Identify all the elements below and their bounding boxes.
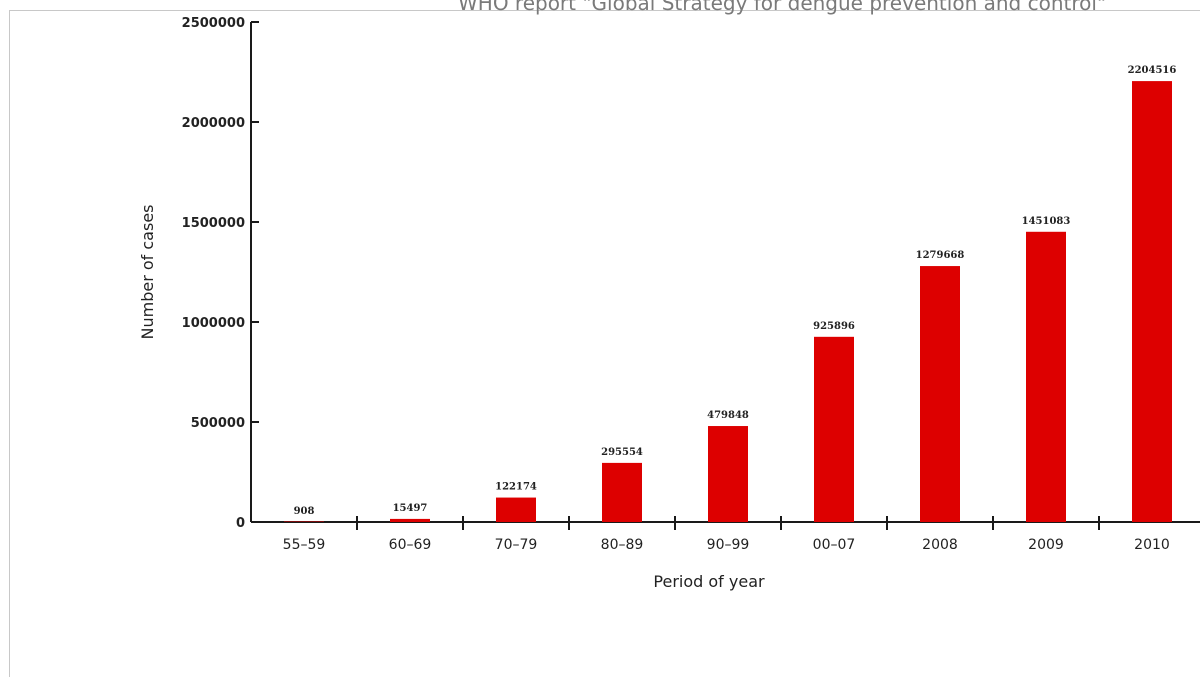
bar	[496, 497, 536, 522]
bar	[1132, 81, 1172, 522]
x-tick-label: 2010	[1134, 537, 1170, 553]
x-tick-label: 2009	[1028, 537, 1064, 553]
y-tick-label: 1500000	[182, 216, 245, 231]
data-labels: 908 15497 122174 295554 479848 925896 1279668 1…	[294, 65, 1177, 517]
x-tick-label: 70–79	[495, 537, 538, 553]
x-tick-label: 00–07	[813, 537, 856, 553]
x-tick-label: 55–59	[283, 537, 326, 553]
bar	[708, 426, 748, 522]
bars	[284, 81, 1172, 523]
bar	[1026, 231, 1066, 523]
figure-caption: WHO report "Global Strategy for dengue p…	[458, 0, 1107, 15]
data-label: 295554	[601, 447, 643, 458]
y-tick-label: 1000000	[182, 316, 245, 331]
data-label: 122174	[495, 482, 537, 493]
x-tick-label: 80–89	[601, 537, 644, 553]
x-tick-label: 60–69	[389, 537, 432, 553]
data-label: 925896	[813, 321, 855, 332]
x-tick-label: 2008	[922, 537, 958, 553]
figure-frame	[9, 10, 1200, 677]
data-label: 15497	[393, 503, 428, 514]
y-tick-label: 2000000	[182, 116, 245, 131]
y-tick-label: 2500000	[182, 16, 245, 31]
data-label: 1451083	[1022, 216, 1071, 227]
bar	[814, 336, 854, 522]
x-axis-title: Period of year	[653, 572, 765, 591]
data-label: 479848	[707, 410, 749, 421]
bar	[284, 521, 324, 522]
bar	[390, 518, 430, 522]
data-label: 908	[294, 506, 315, 517]
y-tick-label: 0	[236, 516, 245, 531]
bar	[602, 462, 642, 522]
y-axis-title: Number of cases	[138, 205, 157, 340]
y-axis: 0 500000 1000000 1500000 2000000 2500000	[182, 16, 259, 531]
bar	[920, 266, 960, 522]
data-label: 2204516	[1128, 65, 1177, 76]
data-label: 1279668	[916, 250, 965, 261]
y-tick-label: 500000	[191, 416, 245, 431]
x-tick-label: 90–99	[707, 537, 750, 553]
